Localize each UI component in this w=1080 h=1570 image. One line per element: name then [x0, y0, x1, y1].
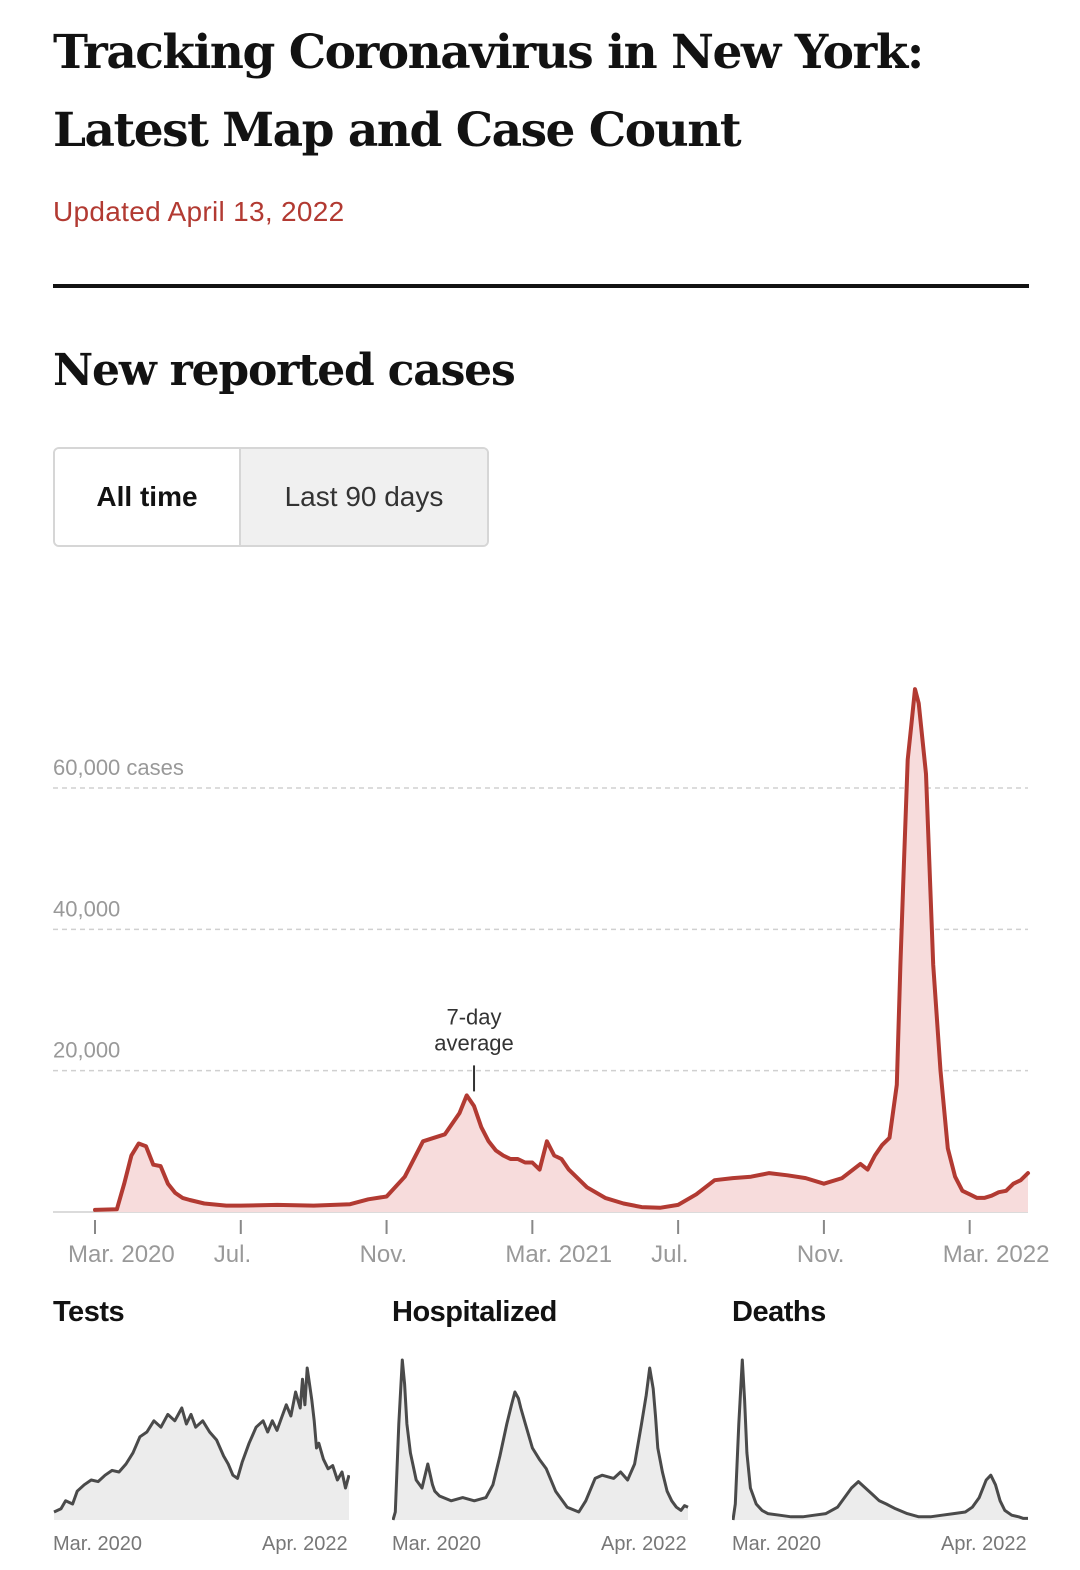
deaths-start-label: Mar. 2020	[732, 1533, 821, 1555]
x-tick-label-1: Jul.	[214, 1241, 251, 1268]
hospitalized-line	[392, 1358, 689, 1521]
tests-end-label: Apr. 2022	[262, 1533, 348, 1555]
cases-area	[95, 689, 1028, 1212]
cases-line	[93, 687, 1030, 1212]
deaths-title: Deaths	[732, 1296, 826, 1328]
deaths-line	[732, 1358, 1028, 1521]
tests-title: Tests	[53, 1296, 125, 1328]
hospitalized-mini-chart	[392, 1358, 689, 1521]
time-range-toggle[interactable]: All time Last 90 days	[53, 447, 489, 547]
tests-start-label: Mar. 2020	[53, 1533, 142, 1555]
tests-mini-chart	[53, 1366, 350, 1520]
cases-chart: 20,000 40,000 60,000 cases Mar. 2020 Jul. Nov…	[53, 687, 1050, 1268]
hospitalized-start-label: Mar. 2020	[392, 1533, 481, 1555]
toggle-last-90-days-button[interactable]: Last 90 days	[241, 449, 487, 545]
annotation-label-1: average	[434, 1030, 514, 1055]
deaths-mini-chart	[732, 1358, 1028, 1521]
x-tick-label-3: Mar. 2021	[505, 1241, 612, 1268]
tests-line	[53, 1366, 350, 1514]
x-tick-label-5: Nov.	[797, 1241, 845, 1268]
x-tick-label-2: Nov.	[360, 1241, 408, 1268]
annotation-label-0: 7-day	[447, 1004, 502, 1029]
deaths-area	[733, 1360, 1028, 1520]
section-title: New reported cases	[53, 345, 516, 396]
hospitalized-area	[393, 1360, 688, 1520]
x-tick-label-0: Mar. 2020	[68, 1241, 175, 1268]
deaths-end-label: Apr. 2022	[941, 1533, 1027, 1555]
x-tick-label-4: Jul.	[651, 1241, 688, 1268]
hospitalized-title: Hospitalized	[392, 1296, 557, 1328]
tests-area	[54, 1368, 349, 1520]
y-tick-label-1: 40,000	[53, 896, 120, 921]
y-tick-label-2: 60,000 cases	[53, 755, 184, 780]
hospitalized-end-label: Apr. 2022	[601, 1533, 687, 1555]
page-headline: Tracking Coronavirus in New York: Latest…	[53, 25, 924, 158]
updated-timestamp: Updated April 13, 2022	[53, 196, 345, 227]
x-tick-label-6: Mar. 2022	[943, 1241, 1050, 1268]
header-divider	[53, 284, 1029, 288]
y-tick-label-0: 20,000	[53, 1038, 120, 1063]
toggle-all-time-button[interactable]: All time	[55, 449, 241, 545]
